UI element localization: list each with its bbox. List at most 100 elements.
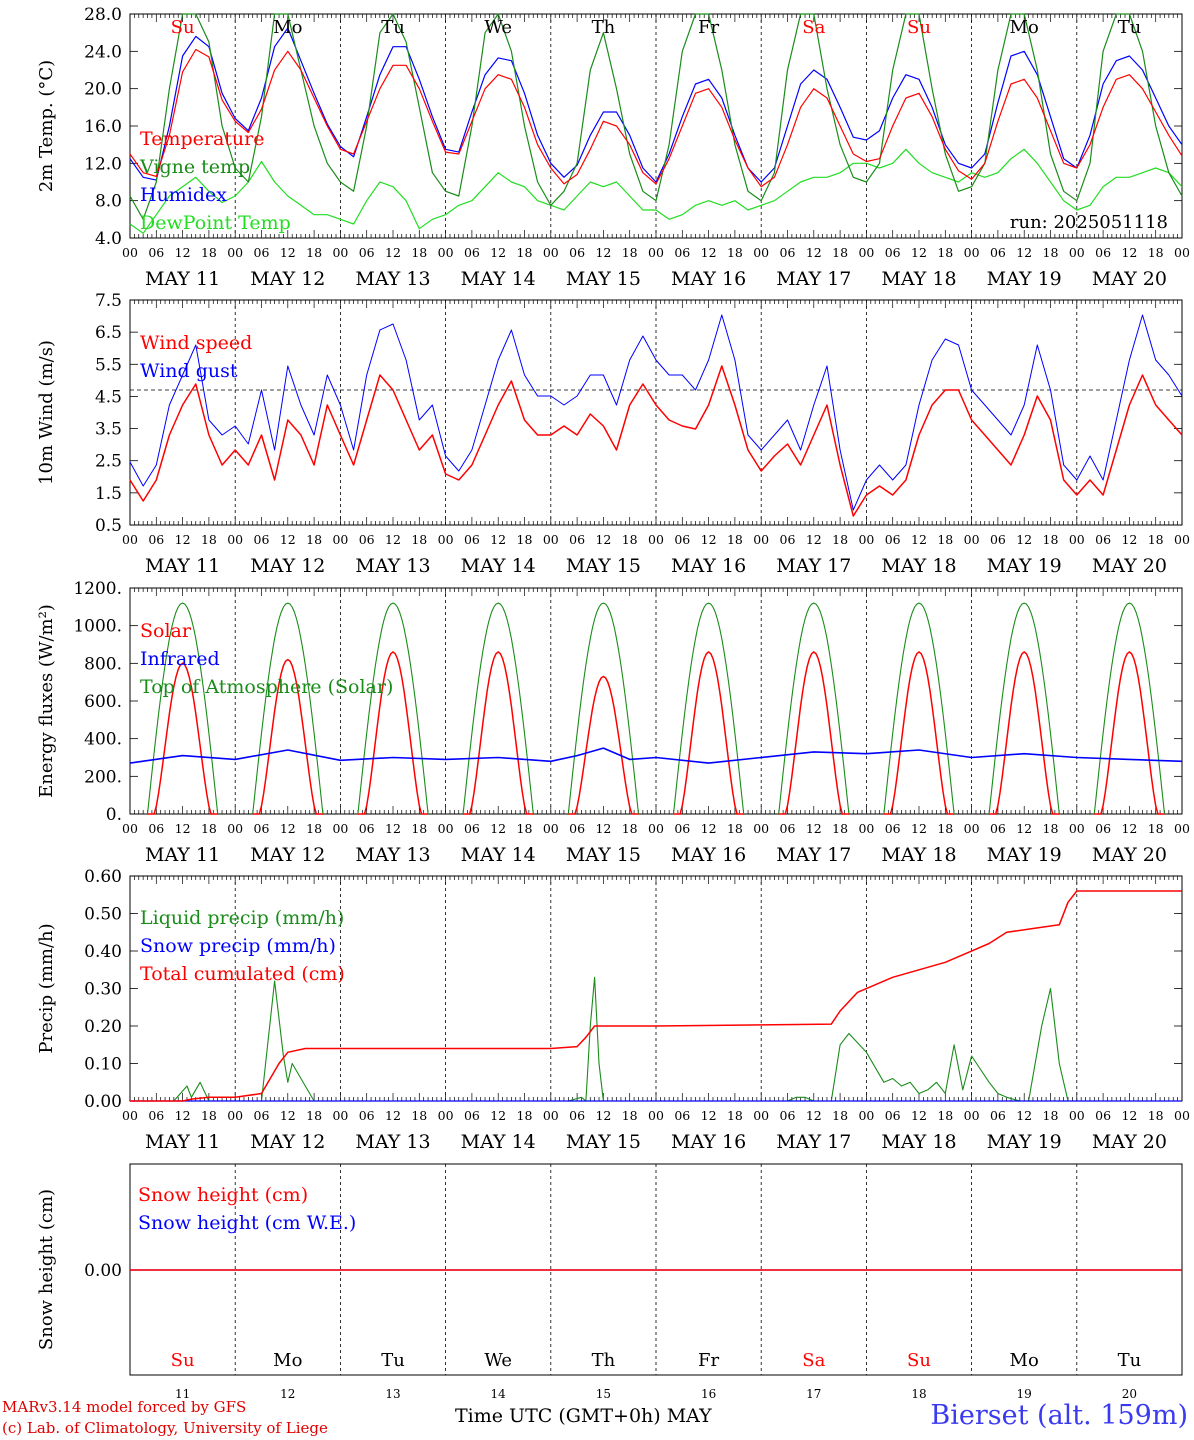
y-axis-label: Energy fluxes (W/m²) <box>36 604 57 798</box>
hour-tick-label: 18 <box>832 532 848 547</box>
day-number: 16 <box>701 1387 716 1401</box>
series-line <box>463 651 534 815</box>
y-tick-label: 16.0 <box>84 117 122 137</box>
series-line <box>252 658 323 815</box>
series-line <box>129 365 1183 517</box>
weekday-label: Su <box>907 1350 931 1371</box>
hour-tick-label: 06 <box>990 532 1006 547</box>
hour-tick-label: 12 <box>806 821 822 836</box>
date-label: MAY 11 <box>145 844 220 866</box>
hour-tick-label: 00 <box>543 245 559 260</box>
weekday-label: Tu <box>1118 17 1142 38</box>
date-label: MAY 18 <box>881 268 956 290</box>
day-number: 20 <box>1122 1387 1137 1401</box>
hour-tick-label: 18 <box>306 1108 322 1123</box>
series-line <box>129 48 1183 188</box>
date-label: MAY 12 <box>250 268 325 290</box>
hour-tick-label: 06 <box>1095 821 1111 836</box>
y-tick-label: 0.20 <box>84 1017 122 1037</box>
day-number: 12 <box>280 1387 295 1401</box>
hour-tick-label: 18 <box>517 532 533 547</box>
hour-tick-label: 06 <box>569 532 585 547</box>
hour-tick-label: 00 <box>227 1108 243 1123</box>
hour-tick-label: 06 <box>464 532 480 547</box>
hour-tick-label: 18 <box>727 1108 743 1123</box>
date-label: MAY 12 <box>250 844 325 866</box>
date-label: MAY 11 <box>145 1131 220 1153</box>
series-line <box>567 602 640 815</box>
hour-tick-label: 12 <box>1016 1108 1032 1123</box>
date-label: MAY 20 <box>1092 555 1167 577</box>
hour-tick-label: 00 <box>332 1108 348 1123</box>
y-tick-label: 0.30 <box>84 980 122 1000</box>
hour-tick-label: 18 <box>201 245 217 260</box>
weekday-label: Su <box>171 1350 195 1371</box>
date-label: MAY 19 <box>987 1131 1062 1153</box>
y-tick-label: 0.5 <box>95 516 122 536</box>
hour-tick-label: 12 <box>280 821 296 836</box>
hour-tick-label: 00 <box>438 821 454 836</box>
hour-tick-label: 12 <box>595 821 611 836</box>
hour-tick-label: 12 <box>1121 532 1137 547</box>
hour-tick-label: 12 <box>280 245 296 260</box>
date-label: MAY 20 <box>1092 1131 1167 1153</box>
hour-tick-label: 00 <box>753 532 769 547</box>
series-line <box>357 651 429 815</box>
hour-tick-label: 00 <box>1069 245 1085 260</box>
legend-entry: Solar <box>140 620 192 642</box>
hour-tick-label: 12 <box>175 821 191 836</box>
hour-tick-label: 00 <box>1174 821 1190 836</box>
date-label: MAY 14 <box>461 1131 536 1153</box>
hour-tick-label: 00 <box>858 821 874 836</box>
legend-entry: Top of Atmosphere (Solar) <box>140 676 393 698</box>
hour-tick-label: 00 <box>122 245 138 260</box>
hour-tick-label: 12 <box>490 245 506 260</box>
hour-tick-label: 00 <box>1174 1108 1190 1123</box>
date-label: MAY 18 <box>881 555 956 577</box>
y-tick-label: 1200. <box>73 579 122 599</box>
weekday-label: Fr <box>698 1350 719 1371</box>
weekday-label: Tu <box>381 17 405 38</box>
hour-tick-label: 18 <box>517 821 533 836</box>
y-tick-label: 24.0 <box>84 42 122 62</box>
hour-tick-label: 06 <box>1095 1108 1111 1123</box>
y-tick-label: 6.5 <box>95 323 122 343</box>
hour-tick-label: 12 <box>490 821 506 836</box>
date-label: MAY 12 <box>250 555 325 577</box>
panel-3 <box>129 587 1183 815</box>
y-tick-label: 5.5 <box>95 355 122 375</box>
date-label: MAY 12 <box>250 1131 325 1153</box>
hour-tick-label: 12 <box>911 532 927 547</box>
legend-entry: Total cumulated (cm) <box>140 963 345 985</box>
hour-tick-label: 00 <box>858 245 874 260</box>
hour-tick-label: 00 <box>964 532 980 547</box>
hour-tick-label: 00 <box>227 245 243 260</box>
series-line <box>1094 651 1165 815</box>
hour-tick-label: 12 <box>1016 245 1032 260</box>
series-line <box>568 675 639 815</box>
y-tick-label: 600. <box>84 692 122 712</box>
hour-tick-label: 00 <box>648 1108 664 1123</box>
y-tick-label: 4.5 <box>95 387 122 407</box>
hour-tick-label: 06 <box>674 1108 690 1123</box>
hour-tick-label: 06 <box>359 245 375 260</box>
hour-tick-label: 18 <box>1043 532 1059 547</box>
y-tick-label: 0.40 <box>84 942 122 962</box>
hour-tick-label: 18 <box>1148 532 1164 547</box>
hour-tick-label: 18 <box>411 1108 427 1123</box>
hour-tick-label: 06 <box>148 532 164 547</box>
series-line <box>673 651 744 815</box>
hour-tick-label: 18 <box>937 245 953 260</box>
hour-tick-label: 00 <box>122 1108 138 1123</box>
hour-tick-label: 00 <box>227 821 243 836</box>
weekday-label: Tu <box>1118 1350 1142 1371</box>
hour-tick-label: 06 <box>780 1108 796 1123</box>
series-line <box>1093 602 1166 815</box>
hour-tick-label: 12 <box>385 532 401 547</box>
hour-tick-label: 18 <box>201 532 217 547</box>
hour-tick-label: 18 <box>1043 821 1059 836</box>
hour-tick-label: 18 <box>1148 1108 1164 1123</box>
date-label: MAY 19 <box>987 555 1062 577</box>
hour-tick-label: 00 <box>543 821 559 836</box>
